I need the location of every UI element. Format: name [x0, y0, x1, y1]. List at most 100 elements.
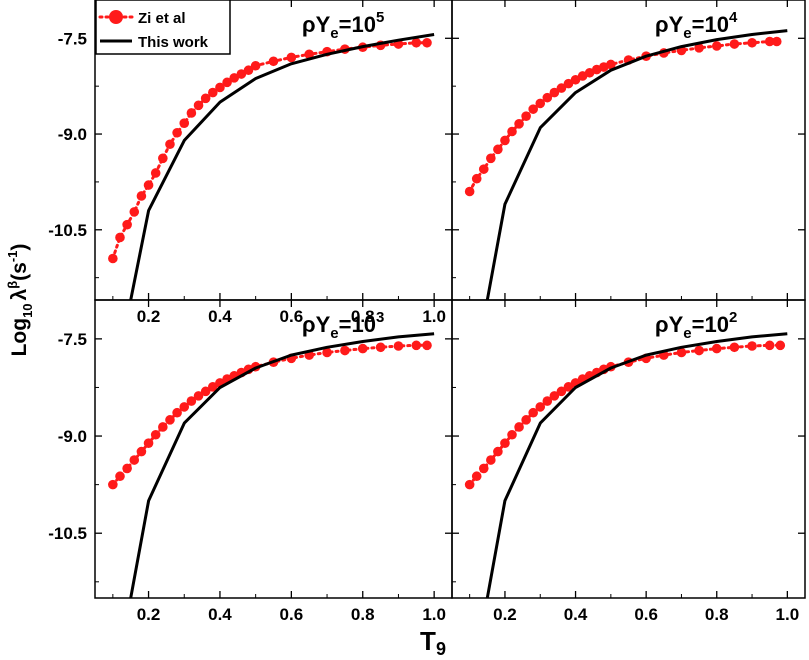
svg-text:T9: T9: [420, 626, 446, 659]
series-zi-point: [570, 74, 581, 85]
series-zi-point: [172, 127, 182, 138]
series-zi-point: [108, 479, 118, 490]
series-zi-point: [729, 39, 740, 49]
series-zi-point: [507, 126, 517, 137]
series-this-work-line: [485, 29, 788, 300]
series-zi-point: [193, 100, 204, 111]
series-zi-line: [111, 343, 429, 487]
series-zi-point: [528, 407, 538, 418]
x-axis-title-main: T: [420, 626, 436, 656]
series-zi-point: [771, 36, 782, 47]
legend-thiswork-label: This work: [138, 34, 209, 51]
series-this-work-line: [485, 332, 788, 598]
series-zi-point: [514, 422, 524, 432]
x-tick-label: 1.0: [422, 605, 446, 624]
series-zi-point: [304, 49, 315, 60]
panel-label: ρYe=103: [302, 309, 384, 342]
y-axis-title-sub: 10: [20, 303, 35, 317]
y-axis-title: Log10 λβ(s-1): [5, 244, 35, 357]
y-axis-title-unit-close: ): [8, 244, 31, 251]
x-tick-label: 1.0: [422, 307, 446, 326]
series-zi-point: [208, 382, 218, 392]
panel-label-sub: e: [683, 325, 691, 342]
series-zi-point: [268, 56, 279, 67]
svg-text:Log10λβ(s-1): Log10 λβ(s-1): [5, 244, 35, 357]
panel-label-sub: e: [330, 25, 338, 42]
panel-bottom-left: 0.2 0.4 0.6 0.8 1.0 -7.5 -9.0 -10.5 ρYe=103: [48, 299, 453, 624]
series-zi-point: [136, 446, 147, 457]
y-axis-title-unit-open: (s: [8, 262, 31, 281]
series-zi-point: [556, 386, 567, 397]
panel-top-right: ρYe=104: [451, 0, 806, 301]
series-zi-point: [150, 429, 161, 440]
series-zi-point: [747, 37, 757, 48]
series-zi-point: [136, 191, 147, 201]
series-zi-point: [200, 93, 211, 104]
series-zi-point: [143, 438, 154, 448]
series-zi-point: [521, 111, 531, 121]
x-tick-label: 0.8: [351, 307, 375, 326]
series-zi-point: [250, 60, 261, 71]
series-zi-point: [357, 343, 368, 354]
y-axis-title-unit-sup: -1: [5, 251, 20, 263]
series-zi-point: [411, 340, 422, 351]
series-zi-point: [115, 471, 125, 482]
x-tick-label: 0.2: [137, 605, 161, 624]
series-zi-point: [165, 415, 175, 425]
y-tick-label: -7.5: [58, 29, 87, 48]
panel-label-prefix: ρY: [655, 12, 684, 37]
series-this-work-line: [129, 332, 435, 598]
x-tick-label: 0.6: [634, 605, 658, 624]
x-tick-label: 0.4: [208, 605, 232, 624]
y-axis-title-symbol: λ: [8, 288, 31, 300]
series-zi-point: [143, 180, 154, 190]
series-zi-point: [528, 104, 538, 114]
series-zi-point: [115, 232, 125, 243]
series-zi-point: [108, 253, 118, 264]
series-zi-point: [322, 347, 332, 358]
y-tick-label: -10.5: [48, 221, 87, 240]
legend-zi-marker: [109, 10, 123, 24]
series-zi-point: [535, 98, 546, 109]
x-axis-title: T9: [420, 626, 446, 659]
series-zi-point: [375, 342, 386, 353]
series-zi-point: [694, 345, 704, 356]
series-zi-point: [500, 135, 510, 146]
panel-label-sup: 4: [729, 9, 738, 26]
panel-plot-area: [464, 29, 788, 300]
x-axis-title-sub: 9: [436, 639, 446, 659]
series-zi-point: [764, 36, 775, 47]
series-zi-point: [500, 438, 510, 448]
legend: Zi et al This work: [95, 0, 231, 55]
panel-label-sub: e: [683, 25, 691, 42]
series-zi-point: [711, 41, 722, 51]
series-zi-point: [535, 402, 546, 412]
series-zi-point: [215, 82, 225, 93]
series-zi-point: [222, 77, 232, 88]
series-zi-point: [521, 415, 531, 425]
series-zi-point: [129, 207, 140, 217]
series-zi-point: [158, 153, 168, 164]
y-tick-label: -7.5: [58, 330, 87, 349]
series-zi-line: [468, 343, 782, 487]
series-zi-point: [422, 340, 432, 351]
panel-label-sup: 3: [376, 309, 384, 326]
panel-label-mid: =10: [692, 12, 729, 37]
panel-label-mid: =10: [339, 312, 376, 337]
y-tick-label: -10.5: [48, 524, 87, 543]
legend-box: [95, 0, 231, 55]
series-zi-point: [694, 43, 704, 53]
panel-label-prefix: ρY: [302, 312, 331, 337]
panel-label-sup: 5: [376, 9, 384, 26]
panel-label-sup: 2: [729, 309, 737, 326]
series-zi-point: [165, 139, 175, 150]
x-tick-label: 1.0: [776, 605, 800, 624]
series-zi-point: [775, 340, 786, 351]
series-zi-point: [542, 92, 553, 103]
series-zi-point: [286, 52, 297, 63]
series-zi-point: [411, 37, 422, 48]
panel-label-sub: e: [330, 325, 338, 342]
x-tick-label: 0.4: [208, 307, 232, 326]
y-axis-title-main: Log: [8, 318, 31, 356]
